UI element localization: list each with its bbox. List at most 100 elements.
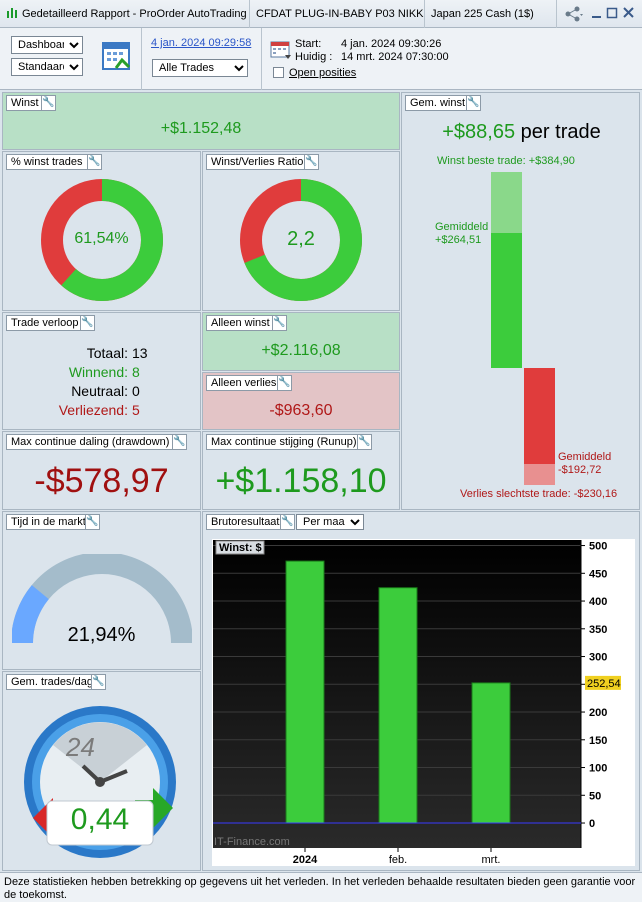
loss-bar-worst-extension (524, 464, 555, 485)
app-logo-icon (6, 2, 18, 18)
avg-loss-label: Gemiddeld (558, 451, 612, 463)
minimize-icon[interactable] (591, 6, 603, 23)
panel-title: Alleen verlies (206, 375, 282, 391)
winst-value: +$1.152,48 (160, 120, 242, 137)
tijd-value: 21,94% (67, 624, 136, 646)
wrench-icon[interactable]: 🔧 (304, 154, 319, 170)
alleen-verlies-panel: Alleen verlies 🔧 -$963,60 (202, 372, 400, 430)
ratio-value: 2,2 (287, 228, 315, 250)
wrench-icon[interactable]: 🔧 (87, 154, 102, 170)
pct-winst-value: 61,54% (74, 230, 129, 247)
panel-title: Max continue daling (drawdown) (6, 434, 175, 450)
wrench-icon[interactable]: 🔧 (466, 95, 481, 111)
strategy-tab[interactable]: CFDAT PLUG-IN-BABY P03 NIKKEI (250, 0, 425, 28)
panel-title: Gem. winst (405, 95, 471, 111)
drawdown-panel: Max continue daling (drawdown) 🔧 -$578,9… (2, 431, 201, 510)
drawdown-value: -$578,97 (34, 462, 169, 500)
wrench-icon[interactable]: 🔧 (41, 95, 56, 111)
last-value-box (585, 675, 621, 690)
watermark: IT-Finance.com (214, 836, 290, 848)
wrench-icon[interactable]: 🔧 (280, 514, 295, 530)
ratio-donut (240, 179, 362, 301)
panel-title: Brutoresultaat (206, 514, 285, 530)
panel-title: Winst/Verlies Ratio (206, 154, 309, 170)
panel-title: Trade verloop (6, 315, 84, 331)
y-tick-label: 300 (589, 652, 607, 664)
loss-value: 5 (132, 402, 140, 418)
panel-title: Gem. trades/dag (6, 674, 98, 690)
y-tick-label: 450 (589, 568, 607, 580)
clock-icon (24, 706, 176, 858)
period-select[interactable]: Per maand (296, 514, 364, 530)
instrument-tab[interactable]: Japan 225 Cash (1$) (425, 0, 557, 28)
worst-trade-label: Verlies slechtste trade: -$230,16 (460, 488, 618, 500)
alleen-verlies-value: -$963,60 (269, 402, 333, 419)
loss-label: Verliezend: (58, 402, 128, 418)
alleen-winst-value: +$2.116,08 (261, 342, 341, 359)
wrench-icon[interactable]: 🔧 (80, 315, 95, 331)
gem-winst-value: +$88,65 (442, 121, 516, 143)
gauge-fill (12, 585, 50, 644)
runup-value: +$1.158,10 (215, 462, 387, 500)
current-value: 14 mrt. 2024 07:30:00 (341, 51, 449, 63)
y-tick-label: 100 (589, 763, 607, 775)
best-trade-label: Winst beste trade: +$384,90 (437, 155, 575, 167)
trades-filter-select[interactable]: Alle Trades (152, 59, 248, 77)
open-positions-checkbox[interactable] (273, 67, 284, 78)
calendar-dropdown-icon[interactable] (270, 40, 292, 63)
x-tick-label: feb. (389, 854, 407, 866)
y-tick-label: 350 (589, 624, 607, 636)
wrench-icon[interactable]: 🔧 (277, 375, 292, 391)
toolbar: Dashboard Standaard 4 jan. 2024 09:29:58… (0, 28, 642, 90)
neutral-label: Neutraal: (71, 383, 128, 399)
maximize-icon[interactable] (606, 6, 618, 23)
legend-box (215, 540, 265, 555)
window-title-tab[interactable]: Gedetailleerd Rapport - ProOrder AutoTra… (0, 0, 250, 28)
date-link[interactable]: 4 jan. 2024 09:29:58 (151, 37, 252, 49)
mode-select[interactable]: Standaard (11, 58, 83, 76)
window-title: Gedetailleerd Rapport - ProOrder AutoTra… (22, 8, 247, 20)
avg-win-label: Gemiddeld (435, 221, 489, 233)
bruto-chart: 050100150200250300350400450500 2024feb.m… (212, 539, 635, 866)
wrench-icon[interactable]: 🔧 (172, 434, 187, 450)
bar (285, 560, 325, 824)
y-tick-label: 400 (589, 596, 607, 608)
trades-dag-value: 0,44 (70, 803, 130, 836)
panel-title: Winst (6, 95, 44, 111)
bar (378, 587, 418, 824)
panel-title: Max continue stijging (Runup): (206, 434, 365, 450)
last-value-label: 252,54 (587, 678, 621, 690)
donut-win-segment (240, 179, 362, 301)
trade-verloop-panel: Trade verloop 🔧 Totaal: Winnend: Neutraa… (2, 312, 201, 430)
share-icon[interactable] (564, 6, 584, 25)
instrument-tab-label: Japan 225 Cash (1$) (431, 8, 534, 20)
win-bar-best-extension (491, 172, 522, 233)
y-tick-label: 500 (589, 541, 607, 553)
trades-dag-panel: Gem. trades/dag 🔧 24 0,44 (2, 671, 201, 871)
neutral-value: 0 (132, 383, 140, 399)
clock-number: 24 (66, 732, 95, 762)
total-value: 13 (132, 345, 148, 361)
close-icon[interactable] (622, 6, 636, 23)
runup-panel: Max continue stijging (Runup): 🔧 +$1.158… (202, 431, 400, 510)
bar (471, 682, 511, 824)
wrench-icon[interactable]: 🔧 (85, 514, 100, 530)
view-select[interactable]: Dashboard (11, 36, 83, 54)
y-tick-label: 200 (589, 707, 607, 719)
x-tick-label: mrt. (482, 854, 501, 866)
wrench-icon[interactable]: 🔧 (357, 434, 372, 450)
wrench-icon[interactable]: 🔧 (91, 674, 106, 690)
legend-label: Winst: $ (219, 542, 262, 554)
current-label: Huidig : (295, 51, 333, 63)
calendar-report-icon[interactable] (102, 40, 132, 75)
open-positions-label[interactable]: Open posities (289, 67, 357, 79)
ratio-panel: Winst/Verlies Ratio 🔧 2,2 (202, 151, 400, 311)
win-value: 8 (132, 364, 140, 380)
total-label: Totaal: (86, 345, 128, 361)
start-value: 4 jan. 2024 09:30:26 (341, 38, 442, 50)
title-bar: Gedetailleerd Rapport - ProOrder AutoTra… (0, 0, 642, 28)
x-tick-label: 2024 (293, 854, 318, 866)
panel-title: Tijd in de markt (6, 514, 91, 530)
wrench-icon[interactable]: 🔧 (272, 315, 287, 331)
disclaimer-footer: Deze statistieken hebben betrekking op g… (0, 872, 642, 902)
